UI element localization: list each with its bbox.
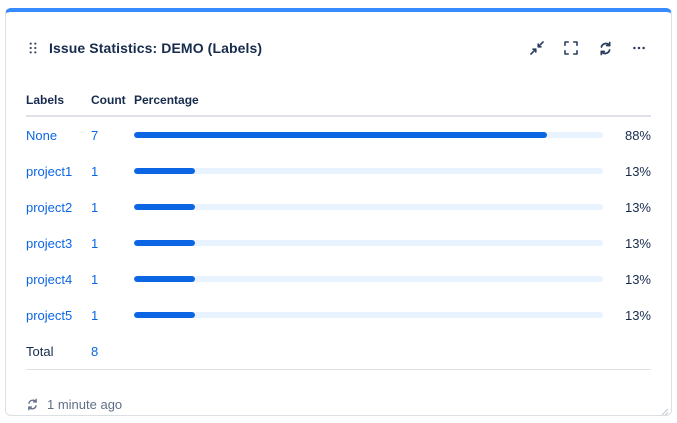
label-link[interactable]: project3 — [26, 235, 73, 251]
gadget-toolbar — [525, 36, 651, 60]
percent-value: 13% — [624, 163, 651, 179]
stat-row: project1 1 13% — [6, 153, 671, 189]
bar-fill — [134, 312, 195, 318]
gadget-header: Issue Statistics: DEMO (Labels) — [6, 12, 671, 64]
fullscreen-button[interactable] — [559, 36, 583, 60]
bar-fill — [134, 204, 195, 210]
column-header-count: Count — [91, 93, 126, 107]
bar-track — [134, 204, 603, 210]
percentage-bar — [134, 168, 613, 174]
count-link[interactable]: 7 — [91, 127, 99, 143]
percentage-bar — [134, 312, 613, 318]
column-header-percentage: Percentage — [134, 93, 199, 107]
label-link[interactable]: project5 — [26, 307, 73, 323]
percent-value: 88% — [624, 127, 651, 143]
total-label: Total — [26, 343, 54, 359]
percentage-bar — [134, 132, 613, 138]
resize-handle-icon[interactable] — [659, 403, 669, 415]
percentage-bar — [134, 204, 613, 210]
minimize-button[interactable] — [525, 36, 549, 60]
more-options-button[interactable] — [627, 36, 651, 60]
stat-row: project2 1 13% — [6, 189, 671, 225]
count-link[interactable]: 1 — [91, 235, 99, 251]
column-header-labels: Labels — [26, 93, 65, 107]
percentage-bar — [134, 276, 613, 282]
percent-value: 13% — [624, 271, 651, 287]
bar-track — [134, 168, 603, 174]
bar-fill — [134, 240, 195, 246]
drag-handle-icon[interactable] — [26, 41, 40, 55]
label-link[interactable]: project1 — [26, 163, 73, 179]
bar-track — [134, 240, 603, 246]
label-link[interactable]: project2 — [26, 199, 73, 215]
refresh-icon — [599, 41, 611, 55]
gadget-title: Issue Statistics: DEMO (Labels) — [49, 40, 263, 56]
bar-fill — [134, 168, 195, 174]
bar-track — [134, 132, 603, 138]
percent-value: 13% — [624, 235, 651, 251]
total-count-link[interactable]: 8 — [91, 343, 99, 359]
percentage-bar — [134, 240, 613, 246]
column-headers: Labels Count Percentage — [6, 92, 671, 108]
count-link[interactable]: 1 — [91, 307, 99, 323]
label-link[interactable]: project4 — [26, 271, 73, 287]
count-link[interactable]: 1 — [91, 163, 99, 179]
stat-row: project3 1 13% — [6, 225, 671, 261]
label-link[interactable]: None — [26, 127, 58, 143]
stat-row: project5 1 13% — [6, 297, 671, 333]
refresh-time-icon — [26, 398, 39, 411]
header-divider — [26, 115, 651, 117]
fullscreen-icon — [564, 41, 578, 55]
gadget-footer: 1 minute ago — [26, 369, 651, 412]
bar-fill — [134, 132, 547, 138]
bar-track — [134, 276, 603, 282]
count-link[interactable]: 1 — [91, 271, 99, 287]
minimize-icon — [530, 41, 544, 55]
refresh-button[interactable] — [593, 36, 617, 60]
stat-row: project4 1 13% — [6, 261, 671, 297]
stats-rows: None 7 88% project1 1 13% project2 1 — [6, 117, 671, 333]
percent-value: 13% — [624, 199, 651, 215]
bar-fill — [134, 276, 195, 282]
count-link[interactable]: 1 — [91, 199, 99, 215]
total-row: Total 8 — [6, 333, 671, 369]
stat-row: None 7 88% — [6, 117, 671, 153]
bar-track — [134, 312, 603, 318]
more-icon — [633, 46, 645, 50]
percent-value: 13% — [624, 307, 651, 323]
last-refreshed-text: 1 minute ago — [47, 397, 123, 412]
issue-statistics-gadget: Issue Statistics: DEMO (Labels) — [5, 8, 672, 416]
